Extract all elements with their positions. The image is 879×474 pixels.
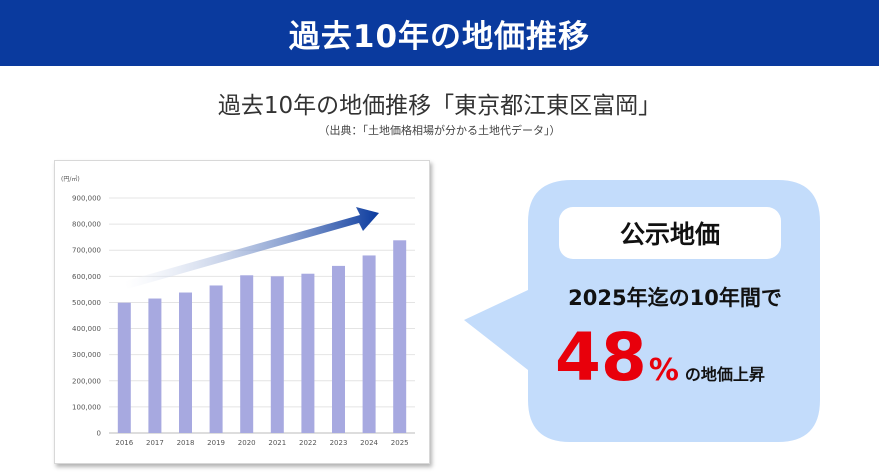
bar-2025 bbox=[393, 240, 407, 433]
y-tick-label: 800,000 bbox=[72, 221, 101, 229]
x-tick-label: 2024 bbox=[360, 439, 378, 447]
x-tick-label: 2021 bbox=[268, 439, 286, 447]
y-tick-label: 700,000 bbox=[72, 247, 101, 255]
bar-2019 bbox=[209, 285, 223, 433]
y-tick-label: 300,000 bbox=[72, 351, 101, 359]
x-tick-label: 2018 bbox=[177, 439, 195, 447]
bar-2018 bbox=[179, 292, 192, 433]
bar-2022 bbox=[301, 273, 315, 433]
trend-arrow bbox=[125, 207, 379, 289]
y-tick-label: 900,000 bbox=[72, 195, 101, 203]
y-tick-label: 500,000 bbox=[72, 299, 101, 307]
rise-value: 48 bbox=[555, 319, 647, 396]
x-tick-label: 2022 bbox=[299, 439, 317, 447]
chart-subtitle: 過去10年の地価推移「東京都江東区富岡」 bbox=[217, 93, 662, 119]
y-tick-label: 100,000 bbox=[72, 403, 101, 411]
y-tick-label: 200,000 bbox=[72, 377, 101, 385]
x-tick-label: 2023 bbox=[330, 439, 348, 447]
source-note: （出典：「土地価格相場が分かる土地代データ」） bbox=[318, 124, 561, 137]
y-tick-label: 400,000 bbox=[72, 325, 101, 333]
x-tick-label: 2016 bbox=[115, 439, 133, 447]
bar-2016 bbox=[117, 302, 131, 433]
period-text: 2025年迄の10年間で bbox=[568, 286, 782, 310]
label-pill: 公示地価 bbox=[559, 207, 781, 259]
title-banner: 過去10年の地価推移 bbox=[0, 0, 879, 66]
bar-2024 bbox=[362, 255, 376, 433]
bar-2017 bbox=[148, 298, 162, 433]
x-tick-label: 2017 bbox=[146, 439, 164, 447]
x-tick-label: 2025 bbox=[391, 439, 409, 447]
bar-2020 bbox=[240, 275, 254, 433]
chart-card: 0 100,000 200,000 300,000 400,000 500,000 600,… bbox=[54, 160, 430, 464]
y-tick-label: 600,000 bbox=[72, 273, 101, 281]
rise-suffix: の地価上昇 bbox=[684, 365, 765, 384]
banner-title: 過去10年の地価推移 bbox=[288, 18, 591, 55]
rise-unit: % bbox=[648, 353, 679, 388]
unit-label: (円/㎡) bbox=[61, 175, 80, 183]
x-tick-label: 2019 bbox=[207, 439, 225, 447]
rise-row: 48 % の地価上昇 bbox=[555, 325, 815, 400]
bar-2023 bbox=[332, 265, 345, 433]
price-bar-chart: 0 100,000 200,000 300,000 400,000 500,000 600,… bbox=[61, 175, 415, 447]
x-tick-label: 2020 bbox=[238, 439, 256, 447]
bar-2021 bbox=[270, 276, 284, 433]
y-tick-label: 0 bbox=[97, 430, 101, 438]
